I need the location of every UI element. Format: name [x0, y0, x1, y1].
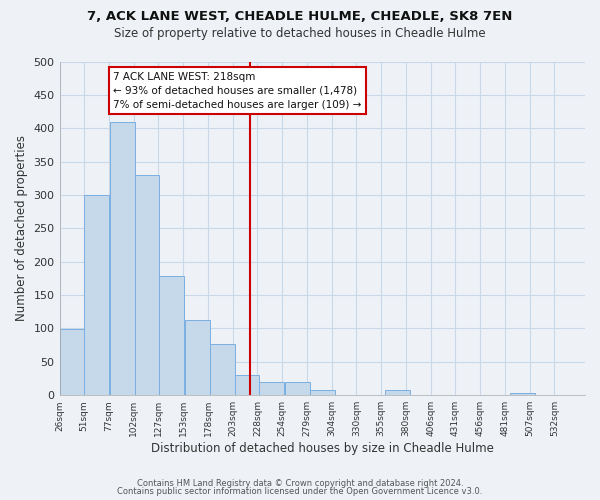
- Y-axis label: Number of detached properties: Number of detached properties: [15, 136, 28, 322]
- Bar: [160, 276, 184, 395]
- Bar: [259, 382, 284, 395]
- Text: Contains public sector information licensed under the Open Government Licence v3: Contains public sector information licen…: [118, 488, 482, 496]
- Text: Size of property relative to detached houses in Cheadle Hulme: Size of property relative to detached ho…: [114, 28, 486, 40]
- Bar: [135, 175, 160, 395]
- Bar: [59, 329, 84, 395]
- Text: 7 ACK LANE WEST: 218sqm
← 93% of detached houses are smaller (1,478)
7% of semi-: 7 ACK LANE WEST: 218sqm ← 93% of detache…: [113, 72, 361, 110]
- Text: Contains HM Land Registry data © Crown copyright and database right 2024.: Contains HM Land Registry data © Crown c…: [137, 478, 463, 488]
- Bar: [185, 320, 210, 395]
- Bar: [84, 195, 109, 395]
- Bar: [310, 390, 335, 395]
- Bar: [110, 122, 135, 395]
- Bar: [285, 382, 310, 395]
- X-axis label: Distribution of detached houses by size in Cheadle Hulme: Distribution of detached houses by size …: [151, 442, 494, 455]
- Bar: [385, 390, 410, 395]
- Text: 7, ACK LANE WEST, CHEADLE HULME, CHEADLE, SK8 7EN: 7, ACK LANE WEST, CHEADLE HULME, CHEADLE…: [88, 10, 512, 23]
- Bar: [235, 375, 259, 395]
- Bar: [210, 344, 235, 395]
- Bar: [510, 393, 535, 395]
